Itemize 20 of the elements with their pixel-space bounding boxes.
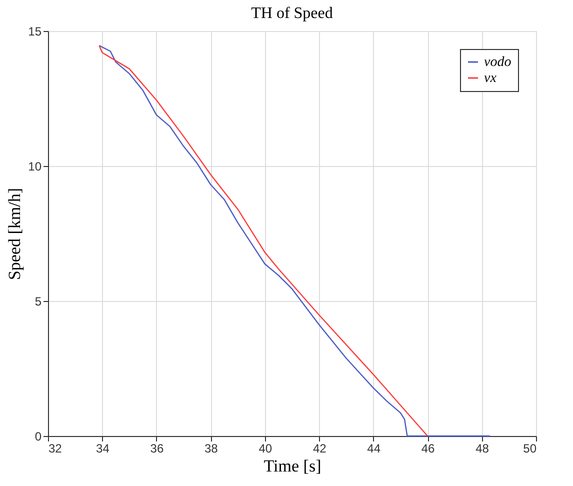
y-tick-label: 5 [34, 294, 42, 308]
x-tick-label: 48 [476, 442, 490, 456]
y-axis-title: Speed [km/h] [5, 188, 24, 280]
y-tick-label: 0 [34, 430, 42, 444]
line-series [98, 44, 428, 437]
x-tick-label: 34 [96, 442, 110, 456]
x-tick-label: 46 [421, 442, 436, 456]
x-tick-label: 50 [523, 442, 537, 456]
x-tick-label: 36 [150, 442, 164, 456]
x-tick-label: 38 [204, 442, 218, 456]
y-tick-label: 15 [28, 24, 42, 38]
x-tick-label: 42 [312, 442, 327, 456]
x-tick-label: 40 [258, 442, 272, 456]
legend-label: vodo [484, 55, 512, 70]
y-tick-label: 10 [28, 160, 42, 174]
x-tick-label: 44 [367, 442, 381, 456]
chart-title: TH of Speed [251, 5, 333, 22]
legend-label: vx [484, 71, 498, 86]
x-axis-title: Time [s] [264, 456, 322, 476]
x-tick-label: 32 [48, 442, 62, 456]
